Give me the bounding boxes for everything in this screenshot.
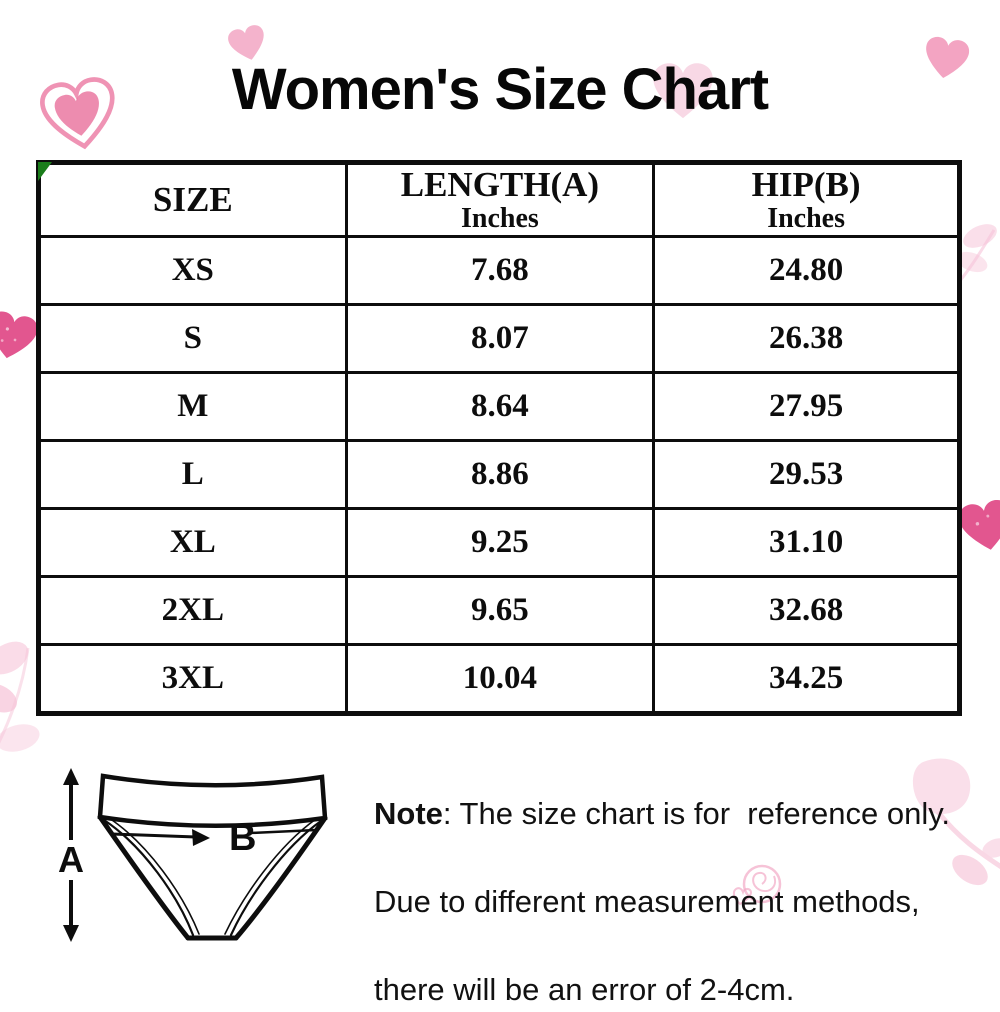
hip-cell: 31.10: [652, 507, 961, 578]
size-cell: 2XL: [37, 575, 348, 646]
length-cell: 10.04: [344, 643, 656, 715]
column-header-length: LENGTH(A) Inches: [344, 161, 656, 238]
hip-cell: 24.80: [652, 235, 961, 306]
column-sublabel: Inches: [461, 202, 539, 234]
header-row: SIZE LENGTH(A) Inches HIP(B) Inches: [37, 161, 961, 238]
hip-cell: 26.38: [652, 303, 961, 374]
length-cell: 8.64: [344, 371, 656, 442]
panty-outline: [97, 773, 328, 941]
hip-cell: 27.95: [652, 371, 961, 442]
table-row: 3XL 10.04 34.25: [37, 643, 961, 715]
hip-cell: 29.53: [652, 439, 961, 510]
page-title: Women's Size Chart: [231, 57, 769, 122]
diagram-label-b: B: [229, 817, 256, 859]
panty-measurement-diagram: A B: [58, 768, 328, 942]
hip-cell: 34.25: [652, 643, 961, 715]
column-sublabel: Inches: [767, 202, 845, 234]
note-text: Note: The size chart is for reference on…: [374, 792, 984, 1012]
size-cell: 3XL: [37, 643, 348, 715]
length-arrow-a: [63, 768, 79, 942]
column-label: SIZE: [152, 179, 233, 219]
column-label: LENGTH(A): [400, 164, 600, 204]
size-chart-table: SIZE LENGTH(A) Inches HIP(B) Inches XS 7…: [36, 160, 962, 716]
size-cell: M: [37, 371, 348, 442]
table-row: XS 7.68 24.80: [37, 235, 961, 306]
diagram-label-a: A: [58, 839, 84, 880]
note-line3: there will be an error of 2-4cm.: [374, 972, 795, 1007]
length-cell: 8.86: [344, 439, 656, 510]
table-row: L 8.86 29.53: [37, 439, 961, 510]
length-cell: 9.25: [344, 507, 656, 578]
column-header-hip: HIP(B) Inches: [652, 161, 961, 238]
column-header-size: SIZE: [37, 161, 348, 238]
size-cell: L: [37, 439, 348, 510]
green-corner-ribbon: [38, 162, 52, 181]
table-row: XL 9.25 31.10: [37, 507, 961, 578]
note-line2: Due to different measurement methods,: [374, 884, 920, 919]
size-cell: XL: [37, 507, 348, 578]
table-row: 2XL 9.65 32.68: [37, 575, 961, 646]
size-cell: S: [37, 303, 348, 374]
table-row: S 8.07 26.38: [37, 303, 961, 374]
length-cell: 8.07: [344, 303, 656, 374]
hip-cell: 32.68: [652, 575, 961, 646]
column-label: HIP(B): [751, 164, 861, 204]
length-cell: 9.65: [344, 575, 656, 646]
table-row: M 8.64 27.95: [37, 371, 961, 442]
hip-arrow-b: [111, 828, 317, 846]
note-label: Note: [374, 796, 443, 831]
note-line1: : The size chart is for reference only.: [442, 796, 951, 831]
size-table-body: XS 7.68 24.80 S 8.07 26.38 M 8.64 27.95 …: [37, 235, 961, 715]
size-cell: XS: [37, 235, 348, 306]
length-cell: 7.68: [344, 235, 656, 306]
